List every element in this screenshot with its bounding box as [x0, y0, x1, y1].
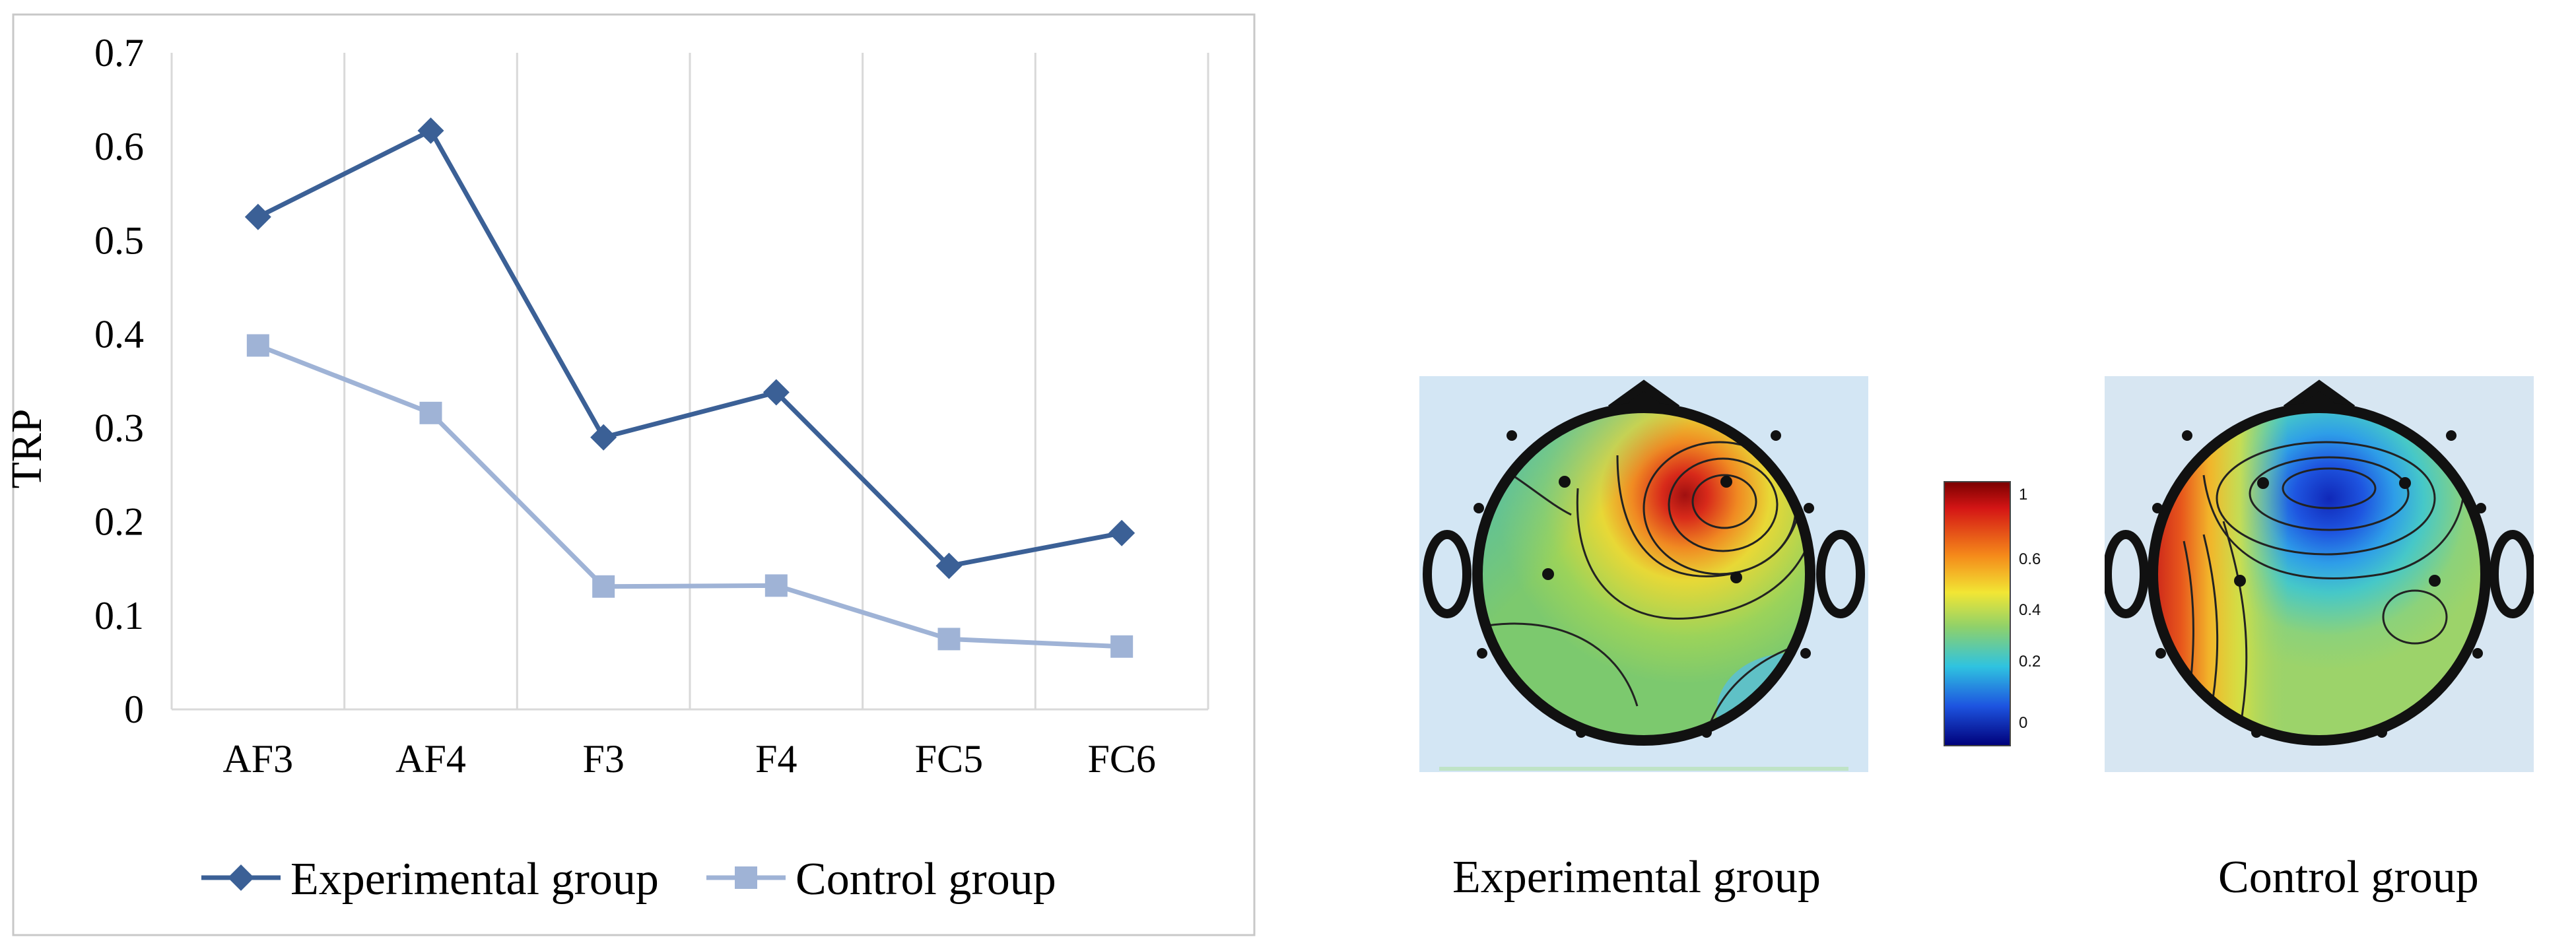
data-point-experimental: [935, 552, 963, 579]
data-point-control: [419, 401, 442, 424]
right-ear: [1816, 530, 1865, 618]
series-line-experimental: [257, 128, 1122, 569]
legend-label-control: Control group: [796, 854, 1056, 905]
nose: [1608, 379, 1680, 413]
y-axis-label: TRP: [3, 408, 51, 488]
legend-marker-experimental: [228, 864, 254, 891]
data-point-control: [246, 334, 269, 357]
y-tick-label: 0.5: [94, 218, 144, 262]
x-tick-label: FC5: [915, 737, 983, 781]
series-line-control: [257, 343, 1122, 649]
topomap-experimental: [1419, 376, 1868, 772]
colorbar-tick: 0.4: [2019, 601, 2041, 619]
y-tick-label: 0.1: [94, 594, 144, 637]
x-tick-labels: AF3 AF4 F3 F4 FC5 FC6: [222, 737, 1155, 781]
y-tick-label: 0: [124, 688, 144, 731]
x-tick-label: AF3: [222, 737, 293, 781]
topomap-caption-experimental: Experimental group: [1452, 852, 1821, 903]
topomap-control: [2105, 376, 2534, 772]
chart-grid: [170, 53, 1209, 709]
head-outline: [2148, 403, 2491, 746]
colorbar: 1 0.6 0.4 0.2 0: [1944, 481, 2041, 746]
chart-legend: Experimental group Control group: [201, 854, 1056, 905]
y-tick-label: 0.7: [94, 31, 144, 75]
y-tick-label: 0.4: [94, 312, 144, 356]
left-ear: [1423, 530, 1472, 618]
y-tick-labels: 0 0.1 0.2 0.3 0.4 0.5 0.6 0.7: [94, 31, 144, 731]
colorbar-tick: 1: [2019, 486, 2027, 504]
data-point-control: [764, 574, 788, 597]
x-tick-label: F3: [582, 737, 624, 781]
data-point-control: [1110, 635, 1134, 658]
y-tick-label: 0.6: [94, 125, 144, 168]
legend-label-experimental: Experimental group: [290, 854, 659, 905]
data-point-experimental: [244, 203, 271, 230]
x-tick-label: F4: [755, 737, 797, 781]
x-tick-label: AF4: [395, 737, 466, 781]
colorbar-tick: 0: [2019, 714, 2027, 732]
chart-frame: [12, 13, 1256, 936]
y-tick-label: 0.2: [94, 500, 144, 544]
data-point-control: [592, 575, 615, 598]
y-tick-label: 0.3: [94, 406, 144, 450]
left-ear: [2105, 530, 2149, 618]
line-chart: 0 0.1 0.2 0.3 0.4 0.5 0.6 0.7 AF3 AF4 F3…: [3, 13, 1256, 936]
x-tick-label: FC6: [1087, 737, 1155, 781]
data-point-experimental: [417, 117, 444, 144]
colorbar-gradient: [1944, 481, 2011, 746]
data-point-experimental: [1108, 519, 1135, 546]
line-chart-panel: 0 0.1 0.2 0.3 0.4 0.5 0.6 0.7 AF3 AF4 F3…: [0, 0, 1287, 943]
right-ear: [2490, 530, 2534, 618]
data-point-experimental: [763, 379, 790, 406]
data-point-control: [937, 628, 961, 651]
topomap-caption-control: Control group: [2218, 852, 2479, 903]
topomap-bottom-strip: [1439, 767, 1848, 771]
electrode-dots: [1474, 430, 1814, 738]
electrode-dots: [2152, 430, 2486, 738]
data-point-experimental: [590, 424, 617, 451]
colorbar-tick: 0.6: [2019, 550, 2041, 568]
nose: [2283, 379, 2356, 413]
head-outline: [1472, 403, 1815, 746]
chart-series: [244, 117, 1135, 658]
colorbar-tick: 0.2: [2019, 653, 2041, 670]
legend-marker-control: [735, 866, 757, 889]
